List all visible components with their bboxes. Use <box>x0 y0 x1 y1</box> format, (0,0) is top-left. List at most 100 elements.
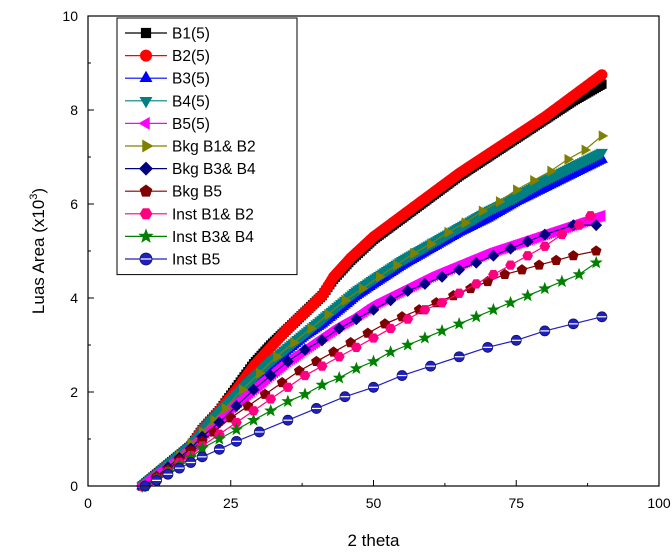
legend-item: B3(5) <box>125 71 210 88</box>
data-point <box>196 451 208 463</box>
data-point <box>521 235 534 248</box>
data-point <box>499 268 511 280</box>
y-tick-label: 8 <box>70 102 78 118</box>
legend-item: B1(5) <box>125 26 210 43</box>
y-tick-label: 2 <box>70 384 78 400</box>
data-point <box>435 324 449 337</box>
data-point <box>564 153 574 165</box>
data-point <box>590 245 602 256</box>
data-point <box>162 468 174 480</box>
data-point <box>384 345 398 358</box>
data-point <box>299 343 311 356</box>
data-point <box>339 391 351 403</box>
data-point <box>436 298 448 308</box>
data-point <box>151 474 162 486</box>
x-tick-label: 100 <box>647 495 671 511</box>
data-point <box>504 242 517 255</box>
data-point <box>376 271 386 283</box>
plot-area <box>135 69 609 493</box>
data-point <box>316 361 328 371</box>
y-tick-label: 0 <box>70 478 78 494</box>
legend-item: B4(5) <box>125 93 210 110</box>
data-point <box>349 361 363 375</box>
data-point <box>538 228 551 241</box>
data-point <box>238 384 249 396</box>
legend-label: Inst B5 <box>172 252 220 269</box>
data-point <box>212 432 226 445</box>
legend-label: B2(5) <box>172 48 210 65</box>
series-inst-b1-b2 <box>139 211 596 491</box>
data-point <box>482 341 494 353</box>
data-point <box>231 435 242 447</box>
data-point <box>402 314 414 324</box>
data-point <box>310 403 322 414</box>
data-point <box>358 283 369 295</box>
axes: 0 25 50 75 100 0 2 4 6 8 10 <box>62 8 670 511</box>
y-axis-title-superscript: 3 <box>28 194 40 200</box>
data-point <box>247 383 260 396</box>
data-point <box>427 238 437 250</box>
data-point <box>333 322 346 335</box>
data-point <box>368 333 379 343</box>
data-point <box>596 69 608 81</box>
data-point <box>594 209 606 222</box>
x-tick-label: 25 <box>223 495 239 511</box>
data-point <box>513 184 523 196</box>
data-point <box>530 175 540 186</box>
data-point <box>461 217 472 229</box>
data-point <box>230 400 243 413</box>
data-point <box>573 220 585 230</box>
data-point <box>385 323 396 334</box>
data-point <box>281 394 295 407</box>
data-point <box>401 285 414 297</box>
data-point <box>351 342 362 352</box>
legend-item: Inst B3& B4 <box>125 228 254 246</box>
data-point <box>282 382 294 392</box>
data-point <box>396 370 408 381</box>
data-point <box>470 279 482 289</box>
data-point <box>290 337 300 349</box>
y-tick-label: 4 <box>70 290 78 306</box>
data-point <box>419 305 431 315</box>
data-point <box>589 255 603 269</box>
data-point <box>516 264 528 275</box>
data-point <box>299 370 311 381</box>
data-point <box>221 402 232 414</box>
data-point <box>265 394 277 404</box>
series-inst-b5 <box>139 311 608 492</box>
y-tick-label: 6 <box>70 196 78 212</box>
y-axis-title: Luas Area (x103) <box>28 188 48 314</box>
data-point <box>384 294 397 307</box>
data-point <box>307 323 318 335</box>
series-line <box>144 224 597 487</box>
data-point <box>581 144 592 156</box>
data-point <box>510 334 522 346</box>
data-point <box>366 354 381 368</box>
data-point <box>173 462 185 474</box>
data-point <box>282 414 294 426</box>
data-point <box>453 263 466 276</box>
legend-marker <box>140 49 152 62</box>
legend-item: Inst B5 <box>125 252 220 269</box>
data-point <box>368 381 379 393</box>
data-point <box>248 406 259 416</box>
legend-label: B3(5) <box>172 71 210 88</box>
legend-label: B5(5) <box>172 116 210 133</box>
legend-label: B4(5) <box>172 93 210 110</box>
data-point <box>550 254 562 265</box>
legend-marker <box>139 208 153 220</box>
data-point <box>486 302 500 316</box>
data-point <box>488 269 499 280</box>
legend-marker <box>138 116 150 130</box>
data-point <box>418 331 432 344</box>
legend-label: Inst B3& B4 <box>172 229 254 246</box>
data-point <box>453 351 465 363</box>
legend-label: Bkg B5 <box>172 184 222 201</box>
data-point <box>597 79 607 89</box>
data-point <box>341 294 352 306</box>
data-point <box>350 313 363 326</box>
data-point <box>555 274 569 288</box>
data-point <box>367 303 380 316</box>
x-tick-label: 50 <box>366 495 382 511</box>
